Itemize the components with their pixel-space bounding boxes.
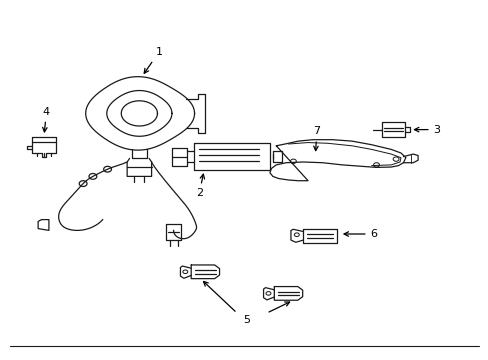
Text: 3: 3: [414, 125, 440, 135]
Text: 7: 7: [313, 126, 320, 150]
Text: 5: 5: [243, 315, 250, 325]
Text: 4: 4: [42, 107, 50, 132]
Text: 2: 2: [195, 174, 204, 198]
Text: 1: 1: [144, 47, 162, 73]
Text: 6: 6: [344, 229, 377, 239]
